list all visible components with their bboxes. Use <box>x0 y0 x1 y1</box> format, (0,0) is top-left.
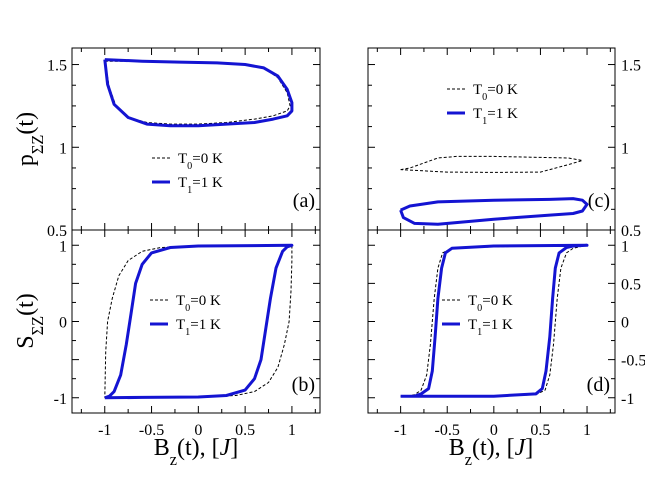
x-tick-label: 1 <box>288 422 296 439</box>
y-tick-label: -0.5 <box>621 353 645 370</box>
y-tick-label: 0.5 <box>621 223 641 240</box>
y-tick-label: 0.5 <box>47 223 67 240</box>
panel-a: 0.5 1 1.5 T0=0 K T1=1 K (a) <box>47 47 321 240</box>
legend: T0=0 K T1=1 K <box>150 293 221 338</box>
panel-label: (d) <box>587 374 610 396</box>
x-tick-label: -0.5 <box>435 422 460 439</box>
legend-label-t0: T0=0 K <box>176 293 221 314</box>
x-tick-label: 1 <box>583 422 591 439</box>
y-tick-label: 1 <box>59 140 67 157</box>
legend: T0=0 K T1=1 K <box>442 293 513 338</box>
x-axis-title-left: Bz(t), [J] <box>154 435 239 469</box>
panel-d: -1 -0.5 0 0.5 1 -1 -0.5 0 0.5 1 T0=0 K T1=1 K (d) <box>367 229 645 439</box>
x-tick-label: -1 <box>98 422 111 439</box>
y-tick-label: 0 <box>621 315 629 332</box>
panel-frame <box>367 47 616 231</box>
y-tick-label: 1.5 <box>621 58 641 75</box>
legend-label-t1: T1=1 K <box>176 317 221 338</box>
series-t1-line <box>400 243 589 398</box>
y-tick-label: -1 <box>54 391 67 408</box>
x-tick-label: 0 <box>490 422 498 439</box>
legend: T0=0 K T1=1 K <box>447 82 518 127</box>
x-tick-label: 0.5 <box>530 422 550 439</box>
panel-frame <box>71 47 321 231</box>
y-tick-label: 1 <box>621 238 629 255</box>
panel-b: -1 0 1 -1 -0.5 0 0.5 1 T0=0 K T1=1 K (b) <box>54 229 321 439</box>
legend-label-t1: T1=1 K <box>468 317 513 338</box>
y-tick-label: 1 <box>621 140 629 157</box>
axis-titles: pΣZ(t) SΣZ(t) Bz(t), [J] Bz(t), [J] <box>13 112 533 469</box>
series-t1-line <box>104 243 294 400</box>
legend-label-t0: T0=0 K <box>178 151 223 172</box>
panel-c: 0.5 1 1.5 T0=0 K T1=1 K (c) <box>367 47 641 240</box>
y-tick-label: 1 <box>59 238 67 255</box>
panel-label: (a) <box>293 190 315 212</box>
x-tick-label: -0.5 <box>139 422 164 439</box>
series-t0-line <box>104 60 291 125</box>
y-tick-label: 1.5 <box>47 58 67 75</box>
legend-label-t1: T1=1 K <box>473 106 518 127</box>
legend-label-t0: T0=0 K <box>473 82 518 103</box>
y-tick-label: -1 <box>621 391 634 408</box>
legend: T0=0 K T1=1 K <box>152 151 223 196</box>
series-t0-line <box>104 244 293 399</box>
series-t1-line <box>103 58 294 128</box>
panel-label: (b) <box>292 374 315 396</box>
series-t1-line <box>399 197 589 226</box>
x-tick-label: -1 <box>394 422 407 439</box>
y-tick-label: 0 <box>59 315 67 332</box>
legend-label-t0: T0=0 K <box>468 293 513 314</box>
y-axis-title-p: pΣZ(t) <box>13 112 47 166</box>
panel-label: (c) <box>588 190 610 212</box>
series-t0-line <box>400 155 583 173</box>
legend-label-t1: T1=1 K <box>178 175 223 196</box>
y-tick-label: 0.5 <box>621 276 641 293</box>
x-tick-label: 0.5 <box>235 422 255 439</box>
x-axis-title-right: Bz(t), [J] <box>449 435 534 469</box>
x-tick-label: 0 <box>194 422 202 439</box>
y-axis-title-s: SΣZ(t) <box>13 293 47 348</box>
